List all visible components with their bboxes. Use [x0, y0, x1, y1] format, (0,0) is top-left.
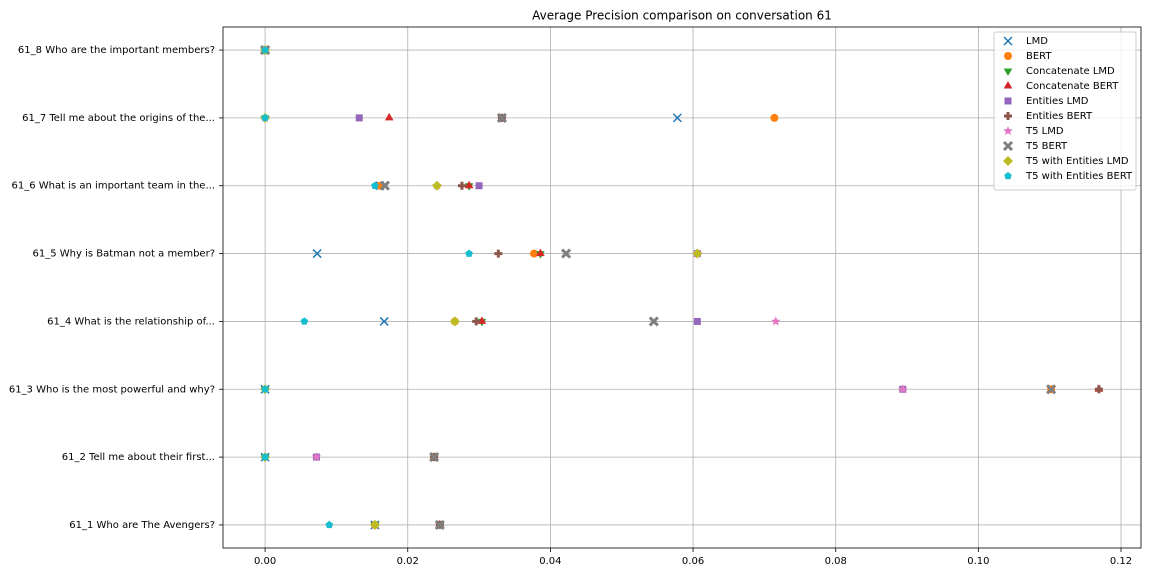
y-tick-label: 61_8 Who are the important members?: [18, 45, 215, 56]
point: [369, 519, 380, 530]
legend-marker: [1003, 36, 1013, 46]
point: [312, 249, 322, 259]
point: [311, 452, 322, 462]
point: [496, 112, 507, 123]
series: [260, 45, 1104, 528]
point: [449, 316, 460, 327]
x-tick-label: 0.00: [254, 556, 276, 567]
point: [898, 384, 908, 394]
legend-label: T5 BERT: [1025, 141, 1068, 152]
series: [261, 46, 907, 529]
series: [260, 45, 682, 530]
point: [692, 248, 703, 259]
legend-marker: [1003, 81, 1013, 89]
grid: [223, 27, 1141, 548]
legend-label: Entities LMD: [1026, 96, 1089, 107]
point: [770, 113, 779, 122]
plot-frame: [222, 26, 1142, 549]
point: [371, 181, 379, 189]
legend-marker: [1004, 172, 1012, 180]
point: [465, 249, 473, 257]
point: [464, 180, 474, 189]
legend-marker: [1002, 140, 1014, 152]
x-tick-label: 0.04: [539, 556, 561, 567]
legend-label: Concatenate BERT: [1026, 81, 1119, 92]
point: [693, 317, 701, 325]
point: [429, 452, 440, 463]
y-tick-label: 61_1 Who are The Avengers?: [69, 520, 215, 531]
point: [1094, 385, 1103, 394]
point: [379, 180, 390, 191]
series: [261, 46, 473, 529]
x-tick-label: 0.08: [825, 556, 847, 567]
point: [771, 316, 781, 326]
point: [561, 248, 572, 259]
y-tick-label: 61_5 Why is Batman not a member?: [33, 249, 215, 260]
point: [384, 112, 394, 121]
y-tick-label: 61_7 Tell me about the origins of the...: [22, 113, 215, 124]
x-tick-label: 0.10: [967, 556, 989, 567]
legend-label: T5 LMD: [1025, 126, 1064, 137]
legend-marker: [1004, 97, 1012, 105]
y-tick-label: 61_6 What is an important team in the...: [12, 181, 215, 192]
point: [379, 316, 389, 326]
legend-marker: [1003, 126, 1013, 136]
legend-label: Entities BERT: [1026, 111, 1093, 122]
point: [472, 317, 481, 326]
series: [261, 46, 1056, 529]
point: [261, 46, 269, 54]
point: [431, 180, 442, 191]
legend: LMD BERT Concatenate LMD Concatenate BERT En…: [993, 31, 1137, 191]
point: [494, 249, 503, 258]
point: [325, 520, 334, 529]
point: [261, 453, 269, 461]
point: [672, 113, 682, 123]
chart-title: Average Precision comparison on conversa…: [532, 9, 832, 23]
legend-label: BERT: [1026, 51, 1052, 62]
point: [434, 519, 445, 530]
point: [529, 249, 538, 258]
point: [648, 316, 659, 327]
point: [1046, 384, 1057, 395]
point: [457, 181, 466, 190]
x-tick-label: 0.12: [1110, 556, 1132, 567]
x-tick-label: 0.02: [397, 556, 419, 567]
y-tick-label: 61_2 Tell me about their first...: [62, 452, 215, 463]
legend-marker: [1004, 112, 1012, 120]
point: [300, 317, 309, 325]
x-tick-label: 0.06: [682, 556, 704, 567]
legend-label: LMD: [1026, 36, 1048, 47]
legend-label: Concatenate LMD: [1026, 66, 1115, 77]
series: [260, 45, 1057, 530]
legend-marker: [1003, 68, 1013, 76]
legend-box: [993, 31, 1137, 191]
y-tick-label: 61_3 Who is the most powerful and why?: [9, 384, 215, 395]
point: [261, 113, 269, 122]
point: [355, 114, 363, 122]
legend-marker: [1004, 52, 1012, 60]
y-tick-label: 61_4 What is the relationship of...: [47, 316, 215, 327]
point: [475, 182, 483, 190]
legend-marker: [1003, 156, 1013, 166]
legend-label: T5 with Entities BERT: [1025, 171, 1133, 182]
point: [536, 248, 545, 257]
legend-label: T5 with Entities LMD: [1025, 156, 1129, 167]
point: [261, 385, 269, 393]
